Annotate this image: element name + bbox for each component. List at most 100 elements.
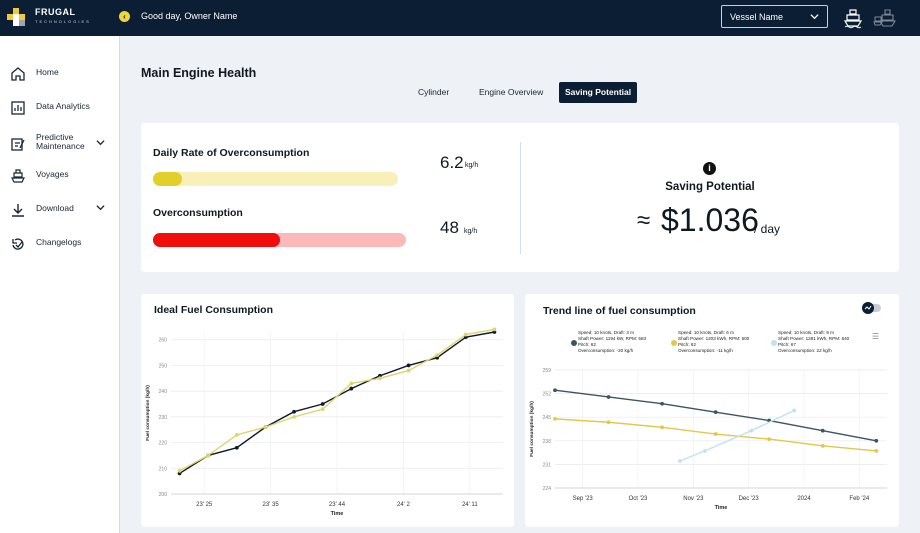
- top-bar: FRUGAL TECHNOLOGIES ‹ Good day, Owner Na…: [0, 0, 920, 36]
- frugal-logo[interactable]: FRUGAL TECHNOLOGIES: [7, 6, 89, 30]
- legend-entry[interactable]: Speed: 10 knots, Draft: 3 m Shaft Power:…: [578, 330, 646, 354]
- data-point: [349, 386, 354, 391]
- legend-line: Overconsumption: -20 kg/h: [578, 348, 634, 353]
- data-point: [606, 420, 611, 425]
- x-tick-label: 2024: [797, 496, 811, 502]
- legend-entry[interactable]: Speed: 10 knots, Draft: 9 m Shaft Power:…: [778, 330, 849, 354]
- x-axis-label: Time: [331, 511, 344, 517]
- data-point: [713, 432, 718, 436]
- info-icon[interactable]: i: [703, 162, 716, 175]
- legend-line: Overconsumption: 22 kg/h: [778, 348, 832, 353]
- legend-line: Speed: 10 knots, Draft: 9 m: [778, 330, 834, 335]
- legend-line: Pitch: 67: [778, 342, 796, 347]
- saving-potential-title: Saving Potential: [665, 181, 755, 193]
- logo-subtext: TECHNOLOGIES: [35, 19, 91, 24]
- data-point: [292, 414, 296, 419]
- ship-icon: [11, 169, 25, 183]
- logo-text: FRUGAL: [35, 7, 76, 17]
- y-axis-label: Fuel consumption (kg/h): [145, 385, 151, 441]
- data-point: [349, 381, 354, 386]
- data-point: [874, 449, 879, 453]
- legend-line: Shaft Power: 1281 kWh, RPM: 640: [778, 336, 850, 341]
- sidebar-item-label: Download: [36, 203, 74, 213]
- sidebar-item-label: Predictive Maintenance: [36, 132, 85, 151]
- sidebar: Home Data Analytics Predictive Maintenan…: [0, 36, 120, 533]
- data-point: [492, 327, 497, 332]
- overconsumption-unit: kg/h: [464, 228, 478, 235]
- sidebar-item-data-analytics[interactable]: Data Analytics: [0, 96, 120, 122]
- data-point: [749, 428, 754, 433]
- daily-rate-bar-fill: [153, 172, 183, 186]
- sidebar-item-home[interactable]: Home: [0, 62, 120, 88]
- legend-line: Speed: 10 knots, Draft: 6 m: [678, 330, 734, 335]
- x-tick-label: 24' 11: [462, 502, 478, 508]
- fleet-icon[interactable]: [873, 7, 899, 29]
- x-tick-label: Feb '24: [849, 496, 869, 502]
- legend-line: Shaft Power: 1203 kWh, RPM: 600: [678, 336, 750, 341]
- legend-line: Shaft Power: 1194 kW, RPM: 583: [578, 336, 647, 341]
- tab-cylinder[interactable]: Cylinder: [418, 87, 450, 97]
- chevron-down-icon[interactable]: [96, 203, 105, 212]
- y-tick-label: 250: [159, 363, 168, 369]
- y-tick-label: 259: [543, 368, 552, 374]
- data-point: [713, 410, 718, 415]
- data-point: [177, 468, 182, 473]
- vessel-select[interactable]: Vessel Name: [721, 5, 828, 28]
- data-point: [606, 395, 611, 399]
- daily-rate-bar: [153, 172, 398, 186]
- sidebar-item-download[interactable]: Download: [0, 198, 120, 224]
- legend-line: Speed: 10 knots, Draft: 3 m: [578, 330, 634, 335]
- y-tick-label: 200: [159, 492, 168, 498]
- ideal-fuel-chart[interactable]: 200 210 220 230 240 250 260 23' 25 23' 35 23' 44 2…: [141, 320, 514, 527]
- data-point: [435, 353, 440, 358]
- bar-chart-icon: [11, 101, 25, 115]
- changelog-icon: [12, 238, 24, 250]
- data-point: [820, 443, 825, 448]
- y-tick-label: 238: [543, 439, 552, 445]
- overconsumption-value: 48: [440, 218, 459, 237]
- chevron-down-icon: [810, 14, 819, 20]
- legend-marker: [671, 340, 677, 346]
- data-point: [553, 388, 557, 393]
- data-point: [234, 445, 239, 450]
- daily-rate-unit: kg/h: [465, 162, 479, 169]
- sidebar-item-changelogs[interactable]: Changelogs: [0, 232, 120, 258]
- data-point: [406, 368, 411, 373]
- vessel-icon[interactable]: [842, 7, 864, 29]
- data-point: [234, 432, 239, 437]
- trend-line-chart[interactable]: 224 231 238 245 252 259 Sep '23 Oct '23 Nov '23 D…: [525, 360, 899, 527]
- series-line: [179, 328, 495, 472]
- y-tick-label: 252: [543, 392, 552, 398]
- data-point: [553, 416, 557, 421]
- x-tick-label: 23' 35: [263, 502, 280, 508]
- data-point: [463, 332, 468, 337]
- saving-potential-value: $1.036: [661, 202, 759, 238]
- data-point: [263, 425, 268, 430]
- data-point: [206, 453, 211, 458]
- legend-entry[interactable]: Speed: 10 knots, Draft: 6 m Shaft Power:…: [678, 330, 749, 354]
- data-point: [292, 409, 296, 414]
- download-icon: [12, 204, 24, 217]
- data-point: [820, 428, 825, 433]
- tab-saving-potential[interactable]: Saving Potential: [559, 82, 638, 103]
- toggle-switch-icon[interactable]: [862, 302, 882, 314]
- chevron-down-icon[interactable]: [96, 138, 105, 147]
- collapse-sidebar-icon[interactable]: ‹: [119, 11, 130, 22]
- data-point: [660, 401, 664, 406]
- logo-mark-icon: [7, 8, 25, 26]
- chart-menu-icon[interactable]: ☰: [872, 332, 880, 341]
- home-icon: [11, 67, 25, 81]
- vessel-select-value: Vessel Name: [730, 12, 784, 22]
- y-tick-label: 220: [159, 441, 168, 447]
- saving-potential-unit: / day: [754, 222, 781, 236]
- x-tick-label: 23' 25: [196, 502, 213, 508]
- data-point: [660, 425, 664, 430]
- x-tick-label: Sep '23: [573, 496, 594, 502]
- sidebar-item-predictive-maintenance[interactable]: Predictive Maintenance: [0, 130, 120, 164]
- tab-engine-overview[interactable]: Engine Overview: [479, 87, 544, 97]
- series-line: [679, 409, 795, 462]
- data-point: [703, 449, 707, 453]
- sidebar-item-label: Voyages: [36, 169, 69, 179]
- sidebar-item-label: Changelogs: [36, 237, 82, 247]
- sidebar-item-voyages[interactable]: Voyages: [0, 164, 120, 190]
